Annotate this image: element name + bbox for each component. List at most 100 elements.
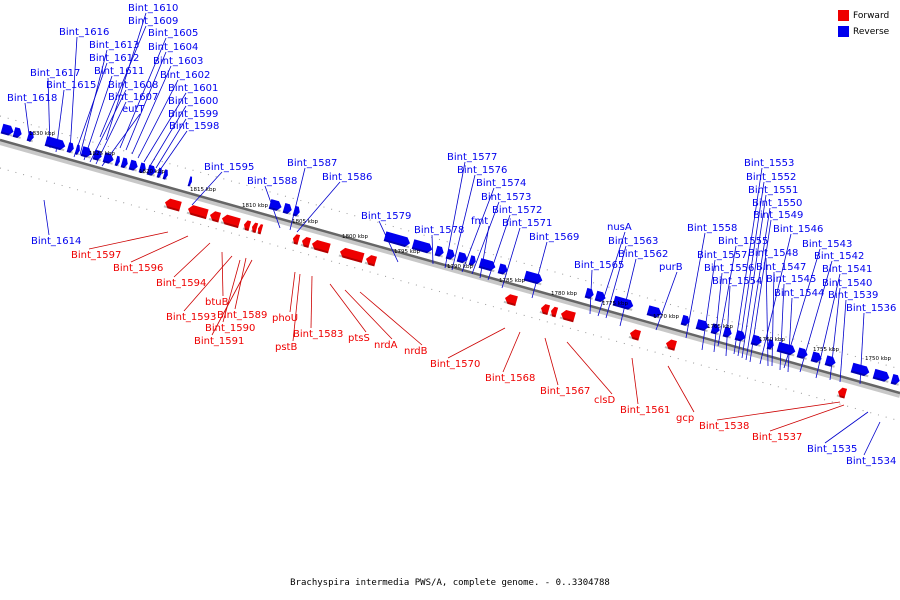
leader-line <box>83 75 113 161</box>
gene-label-bint-1598[interactable]: Bint_1598 <box>169 121 219 132</box>
gene-label-bint-1577[interactable]: Bint_1577 <box>447 152 497 163</box>
gene-label-btub[interactable]: btuB <box>205 297 229 308</box>
gene-label-fmt[interactable]: fmt <box>471 216 488 227</box>
reverse-gene-block <box>850 362 870 378</box>
gene-label-bint-1536[interactable]: Bint_1536 <box>846 303 896 314</box>
gene-label-ptss[interactable]: ptsS <box>348 333 370 344</box>
gene-label-bint-1588[interactable]: Bint_1588 <box>247 176 297 187</box>
gene-label-bint-1563[interactable]: Bint_1563 <box>608 236 658 247</box>
gene-label-bint-1607[interactable]: Bint_1607 <box>108 92 158 103</box>
gene-label-bint-1553[interactable]: Bint_1553 <box>744 158 794 169</box>
gene-label-bint-1573[interactable]: Bint_1573 <box>481 192 531 203</box>
gene-label-bint-1544[interactable]: Bint_1544 <box>774 288 824 299</box>
leader-line <box>531 241 548 299</box>
gene-label-bint-1587[interactable]: Bint_1587 <box>287 158 337 169</box>
gene-label-bint-1571[interactable]: Bint_1571 <box>502 218 552 229</box>
gene-label-bint-1538[interactable]: Bint_1538 <box>699 421 749 432</box>
gene-label-bint-1561[interactable]: Bint_1561 <box>620 405 670 416</box>
gene-label-bint-1593[interactable]: Bint_1593 <box>166 312 216 323</box>
gene-label-nusa[interactable]: nusA <box>607 222 632 233</box>
gene-label-clsd[interactable]: clsD <box>594 395 615 406</box>
gene-label-bint-1618[interactable]: Bint_1618 <box>7 93 57 104</box>
gene-label-bint-1599[interactable]: Bint_1599 <box>168 109 218 120</box>
reverse-gene-block <box>594 290 606 304</box>
reverse-gene-block <box>695 319 709 332</box>
gene-label-bint-1569[interactable]: Bint_1569 <box>529 232 579 243</box>
gene-label-bint-1558[interactable]: Bint_1558 <box>687 223 737 234</box>
gene-label-bint-1574[interactable]: Bint_1574 <box>476 178 526 189</box>
gene-label-bint-1545[interactable]: Bint_1545 <box>766 274 816 285</box>
leader-line <box>461 187 495 273</box>
legend-forward-label: Forward <box>853 10 890 21</box>
gene-label-bint-1616[interactable]: Bint_1616 <box>59 27 109 38</box>
reverse-gene-block <box>750 334 762 347</box>
gene-label-bint-1614[interactable]: Bint_1614 <box>31 236 81 247</box>
gene-label-eutt[interactable]: eutT <box>122 104 145 115</box>
gene-label-bint-1542[interactable]: Bint_1542 <box>814 251 864 262</box>
gene-label-bint-1546[interactable]: Bint_1546 <box>773 224 823 235</box>
gene-label-bint-1586[interactable]: Bint_1586 <box>322 172 372 183</box>
leader-line <box>725 285 731 357</box>
gene-label-bint-1550[interactable]: Bint_1550 <box>752 198 802 209</box>
gene-label-bint-1539[interactable]: Bint_1539 <box>828 290 878 301</box>
gene-label-bint-1543[interactable]: Bint_1543 <box>802 239 852 250</box>
gene-label-bint-1557[interactable]: Bint_1557 <box>697 250 747 261</box>
gene-label-bint-1552[interactable]: Bint_1552 <box>746 172 796 183</box>
gene-label-bint-1603[interactable]: Bint_1603 <box>153 56 203 67</box>
gene-label-bint-1613[interactable]: Bint_1613 <box>89 40 139 51</box>
gene-label-bint-1610[interactable]: Bint_1610 <box>128 3 178 14</box>
gene-label-bint-1576[interactable]: Bint_1576 <box>457 165 507 176</box>
gene-label-bint-1572[interactable]: Bint_1572 <box>492 205 542 216</box>
gene-label-bint-1590[interactable]: Bint_1590 <box>205 323 255 334</box>
gene-label-bint-1562[interactable]: Bint_1562 <box>618 249 668 260</box>
gene-label-pstb[interactable]: pstB <box>275 342 297 353</box>
gene-label-bint-1567[interactable]: Bint_1567 <box>540 386 590 397</box>
gene-label-bint-1565[interactable]: Bint_1565 <box>574 260 624 271</box>
gene-label-bint-1534[interactable]: Bint_1534 <box>846 456 896 467</box>
gene-label-bint-1541[interactable]: Bint_1541 <box>822 264 872 275</box>
gene-label-bint-1609[interactable]: Bint_1609 <box>128 16 178 27</box>
gene-label-bint-1555[interactable]: Bint_1555 <box>718 236 768 247</box>
gene-label-phou[interactable]: phoU <box>272 313 298 324</box>
gene-label-bint-1605[interactable]: Bint_1605 <box>148 28 198 39</box>
gene-label-bint-1612[interactable]: Bint_1612 <box>89 53 139 64</box>
gene-label-bint-1551[interactable]: Bint_1551 <box>748 185 798 196</box>
reverse-gene-block <box>92 149 102 162</box>
gene-label-bint-1615[interactable]: Bint_1615 <box>46 80 96 91</box>
gene-label-bint-1547[interactable]: Bint_1547 <box>756 262 806 273</box>
gene-label-bint-1537[interactable]: Bint_1537 <box>752 432 802 443</box>
gene-label-bint-1579[interactable]: Bint_1579 <box>361 211 411 222</box>
reverse-gene-block <box>268 199 282 212</box>
gene-label-bint-1548[interactable]: Bint_1548 <box>748 248 798 259</box>
gene-label-bint-1597[interactable]: Bint_1597 <box>71 250 121 261</box>
gene-label-bint-1583[interactable]: Bint_1583 <box>293 329 343 340</box>
gene-label-bint-1594[interactable]: Bint_1594 <box>156 278 206 289</box>
leader-line <box>431 234 434 265</box>
gene-label-bint-1602[interactable]: Bint_1602 <box>160 70 210 81</box>
gene-label-purb[interactable]: purB <box>659 262 683 273</box>
gene-label-gcp[interactable]: gcp <box>676 413 694 424</box>
gene-label-bint-1591[interactable]: Bint_1591 <box>194 336 244 347</box>
gene-label-bint-1556[interactable]: Bint_1556 <box>704 263 754 274</box>
gene-label-bint-1601[interactable]: Bint_1601 <box>168 83 218 94</box>
gene-label-bint-1570[interactable]: Bint_1570 <box>430 359 480 370</box>
gene-label-bint-1568[interactable]: Bint_1568 <box>485 373 535 384</box>
gene-label-bint-1600[interactable]: Bint_1600 <box>168 96 218 107</box>
gene-label-bint-1554[interactable]: Bint_1554 <box>712 276 762 287</box>
gene-label-bint-1604[interactable]: Bint_1604 <box>148 42 198 53</box>
gene-label-bint-1617[interactable]: Bint_1617 <box>30 68 80 79</box>
gene-label-bint-1589[interactable]: Bint_1589 <box>217 310 267 321</box>
gene-label-bint-1596[interactable]: Bint_1596 <box>113 263 163 274</box>
reverse-gene-block <box>12 127 22 139</box>
gene-label-nrda[interactable]: nrdA <box>374 340 398 351</box>
gene-label-bint-1549[interactable]: Bint_1549 <box>753 210 803 221</box>
gene-label-bint-1595[interactable]: Bint_1595 <box>204 162 254 173</box>
gene-label-bint-1535[interactable]: Bint_1535 <box>807 444 857 455</box>
leader-line <box>125 51 167 151</box>
gene-label-bint-1608[interactable]: Bint_1608 <box>108 80 158 91</box>
gene-label-bint-1578[interactable]: Bint_1578 <box>414 225 464 236</box>
gene-label-bint-1611[interactable]: Bint_1611 <box>94 66 144 77</box>
legend-reverse-label: Reverse <box>853 26 890 37</box>
gene-label-bint-1540[interactable]: Bint_1540 <box>822 278 872 289</box>
gene-label-nrdb[interactable]: nrdB <box>404 346 428 357</box>
